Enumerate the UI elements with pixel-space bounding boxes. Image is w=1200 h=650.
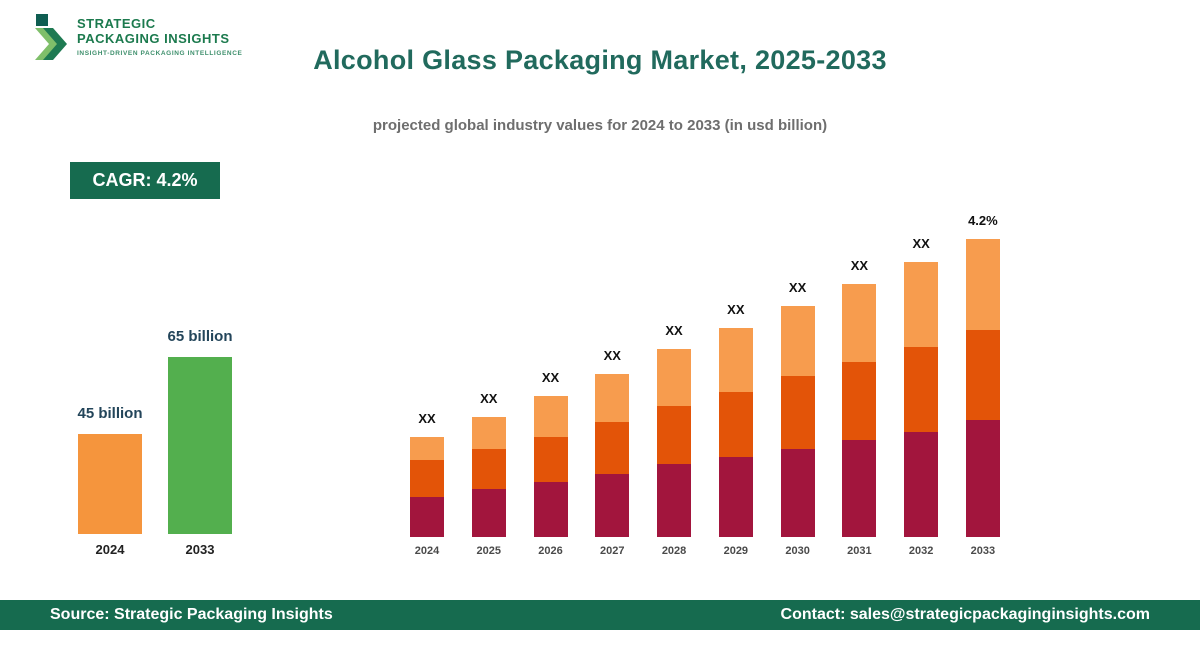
logo-chevron-icon <box>35 12 69 67</box>
stacked-bar-value-label: XX <box>480 391 498 406</box>
bar-segment-segment-middle <box>410 460 444 497</box>
stacked-bar-column-2025: XX 2025 <box>467 391 511 559</box>
mini-bar <box>78 434 142 534</box>
stacked-bar-year-label: 2024 <box>414 545 440 557</box>
stacked-bar <box>533 396 568 537</box>
bar-segment-segment-middle <box>471 449 506 489</box>
mini-bar-year-label: 2024 <box>95 542 125 557</box>
bar-segment-segment-middle <box>657 406 692 464</box>
stacked-bar-value-label: XX <box>912 236 930 251</box>
stacked-bar-value-label: XX <box>665 323 683 338</box>
bar-segment-segment-bottom <box>410 497 444 537</box>
mini-bar-column-2033: 65 billion 2033 <box>167 328 233 560</box>
stacked-bar-column-2032: XX 2032 <box>899 236 943 559</box>
stacked-bar-year-label: 2033 <box>970 545 996 557</box>
bar-segment-segment-bottom <box>842 440 877 537</box>
footer-bar: Source: Strategic Packaging Insights Con… <box>0 600 1200 630</box>
logo-text: STRATEGIC PACKAGING INSIGHTS INSIGHT-DRI… <box>77 12 242 57</box>
bar-segment-segment-top <box>904 262 939 347</box>
mini-bar-year-label: 2033 <box>185 542 215 557</box>
bar-segment-segment-top <box>718 328 753 392</box>
stacked-bar-column-2024: XX 2024 <box>405 411 449 559</box>
stacked-bar-column-2029: XX 2029 <box>714 302 758 559</box>
bar-segment-segment-top <box>471 417 506 449</box>
stacked-bar-year-label: 2027 <box>600 545 625 557</box>
stacked-bar-column-2033: 4.2% 2033 <box>961 213 1005 559</box>
bar-segment-segment-bottom <box>965 420 1000 537</box>
stacked-bar-year-label: 2028 <box>661 545 687 557</box>
stacked-bar <box>410 437 444 537</box>
stacked-bar <box>657 349 692 537</box>
cagr-badge: CAGR: 4.2% <box>70 162 220 199</box>
mini-bar-column-2024: 45 billion 2024 <box>77 405 143 560</box>
logo: STRATEGIC PACKAGING INSIGHTS INSIGHT-DRI… <box>35 12 242 67</box>
stacked-bar-value-label: XX <box>788 280 807 295</box>
bar-segment-segment-top <box>533 396 568 437</box>
page-title: Alcohol Glass Packaging Market, 2025-203… <box>313 45 887 75</box>
bar-segment-segment-bottom <box>471 489 506 537</box>
bar-segment-segment-middle <box>780 376 815 449</box>
stacked-bar-year-label: 2030 <box>785 545 810 557</box>
bar-segment-segment-bottom <box>780 449 815 537</box>
stacked-bar-column-2031: XX 2031 <box>837 258 881 559</box>
bar-segment-segment-bottom <box>533 482 568 537</box>
footer-contact: Contact: sales@strategicpackaginginsight… <box>780 606 1150 623</box>
stacked-bar-value-label: XX <box>603 348 621 363</box>
stacked-bar <box>780 306 815 537</box>
stacked-bar-value-label: XX <box>850 258 869 273</box>
stacked-bar <box>904 262 939 537</box>
stacked-bar <box>965 239 1000 537</box>
projected-values-stacked-chart: XX 2024 XX 2025 XX 2026 XX 2027 XX 2028 XX 2029 XX 20… <box>405 199 1005 559</box>
mini-bar <box>168 357 232 534</box>
bar-segment-segment-middle <box>718 392 753 457</box>
stacked-bar-column-2030: XX 2030 <box>776 280 820 559</box>
stacked-bar <box>595 374 630 537</box>
bar-segment-segment-top <box>965 239 1000 330</box>
mini-bar-value-label: 45 billion <box>77 405 143 422</box>
bar-segment-segment-bottom <box>718 457 753 537</box>
stacked-bar <box>471 417 506 537</box>
bar-segment-segment-bottom <box>904 432 939 537</box>
bar-segment-segment-bottom <box>595 474 630 537</box>
bar-segment-segment-bottom <box>657 464 692 537</box>
bar-segment-segment-top <box>595 374 630 422</box>
stacked-bar-value-label: XX <box>541 370 560 385</box>
stacked-bar-column-2026: XX 2026 <box>529 370 573 559</box>
logo-tagline: INSIGHT-DRIVEN PACKAGING INTELLIGENCE <box>77 50 243 57</box>
page-subtitle: projected global industry values for 202… <box>372 117 828 134</box>
stacked-bar-year-label: 2029 <box>723 545 749 557</box>
stacked-bar <box>842 284 877 537</box>
stacked-bar-year-label: 2032 <box>908 545 934 557</box>
stacked-bar-value-label: 4.2% <box>968 213 998 228</box>
bar-segment-segment-top <box>657 349 692 406</box>
market-size-comparison-chart: 45 billion 2024 65 billion 2033 <box>77 320 233 560</box>
stacked-bar-year-label: 2026 <box>538 545 563 557</box>
logo-line-1: STRATEGIC <box>77 16 156 31</box>
stacked-bar-year-label: 2031 <box>847 545 872 557</box>
stacked-bar-column-2028: XX 2028 <box>652 323 696 559</box>
bar-segment-segment-top <box>780 306 815 376</box>
bar-segment-segment-middle <box>533 437 568 482</box>
stacked-bar-year-label: 2025 <box>476 545 501 557</box>
bar-segment-segment-top <box>410 437 444 460</box>
stacked-bar <box>718 328 753 537</box>
logo-line-2: PACKAGING INSIGHTS <box>77 31 230 46</box>
bar-segment-segment-middle <box>595 422 630 474</box>
stacked-bar-value-label: XX <box>727 302 745 317</box>
stacked-bar-column-2027: XX 2027 <box>590 348 634 559</box>
bar-segment-segment-middle <box>904 347 939 432</box>
footer-source: Source: Strategic Packaging Insights <box>50 606 333 623</box>
bar-segment-segment-top <box>842 284 877 362</box>
stacked-bar-value-label: XX <box>418 411 436 426</box>
bar-segment-segment-middle <box>842 362 877 440</box>
mini-bar-value-label: 65 billion <box>167 328 233 345</box>
bar-segment-segment-middle <box>965 330 1000 420</box>
